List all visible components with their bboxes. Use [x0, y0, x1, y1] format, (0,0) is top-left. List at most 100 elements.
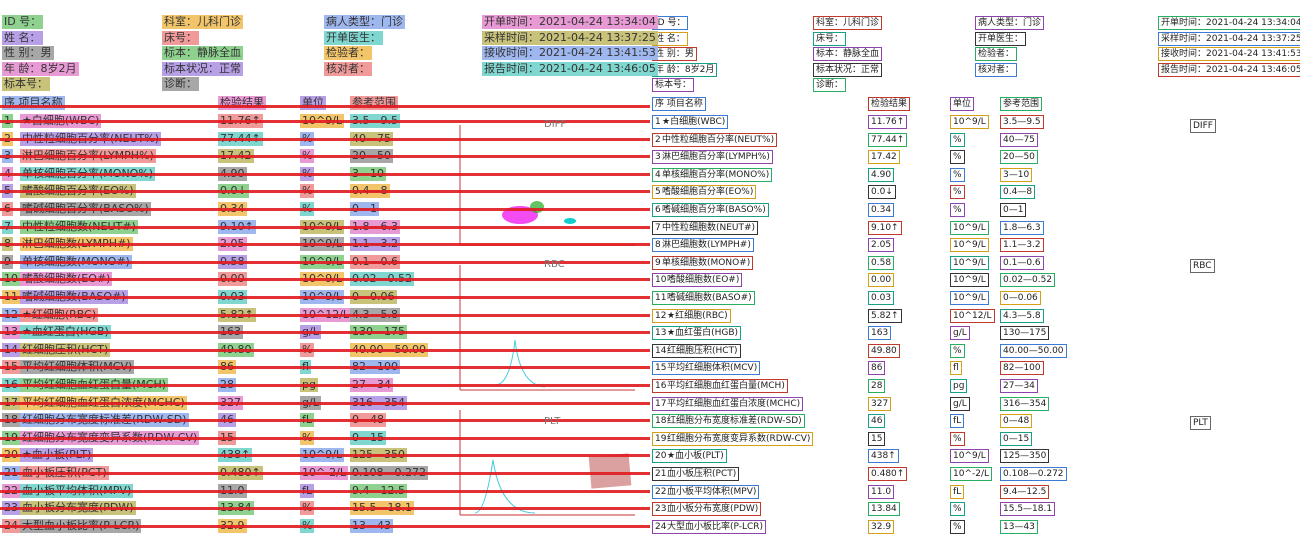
annotation-line: [0, 260, 650, 264]
ocr-unit: %: [950, 343, 965, 358]
ocr-row-number: 3: [652, 150, 661, 165]
annotation-line: [0, 524, 650, 528]
ocr-item-name: 嗜碱细胞数(BASO#): [665, 291, 755, 305]
ocr-range: 0.4—8: [1000, 185, 1036, 200]
ocr-column-header: 检验结果: [868, 97, 911, 111]
ocr-range: 316—354: [1000, 396, 1050, 411]
ocr-unit: g/L: [950, 396, 970, 411]
ocr-item-name: 淋巴细胞数(LYMPH#): [660, 238, 754, 253]
ocr-result: 77.44↑: [868, 132, 908, 147]
ocr-row-number: 21: [652, 467, 667, 481]
ocr-row-number: 20: [652, 449, 667, 464]
annotation-line: [0, 507, 650, 511]
header-field: 诊断：: [162, 77, 199, 91]
ocr-result: 0.03: [868, 291, 895, 305]
ocr-header-field: 核对者：: [975, 62, 1018, 77]
ocr-unit: %: [950, 132, 965, 147]
ocr-unit: %: [950, 502, 965, 517]
header-field: 开单时间：2021-04-24 13:34:04: [482, 15, 658, 29]
annotation-line: [0, 348, 650, 352]
ocr-column-header: 单位: [950, 97, 975, 111]
ocr-item-name: 单核细胞百分率(MONO%): [660, 167, 773, 182]
ocr-range: 0.02—0.52: [1000, 273, 1056, 288]
ocr-result: 11.0: [868, 484, 895, 499]
ocr-item-name: 红细胞压积(HCT): [665, 343, 741, 358]
annotation-line: [0, 172, 650, 176]
ocr-row-number: 15: [652, 361, 667, 376]
ocr-header-field: 诊断：: [813, 78, 847, 92]
header-field: 开单医生：: [324, 30, 383, 45]
ocr-unit: 10^9/L: [950, 255, 989, 270]
ocr-result: 163: [868, 326, 892, 341]
ocr-unit: fl: [950, 361, 962, 376]
annotation-line: [0, 105, 650, 108]
ocr-unit: %: [950, 203, 965, 217]
ocr-range: 0—0.06: [1000, 291, 1041, 305]
annotation-line: [0, 366, 650, 370]
ocr-range: 9.4—12.5: [1000, 484, 1050, 499]
ocr-row-number: 8: [652, 238, 661, 253]
ocr-column-header: 参考范围: [1000, 97, 1043, 111]
graph-label: DIFF: [544, 119, 567, 130]
ocr-range: 82—100: [1000, 361, 1044, 376]
ocr-range: 4.3—5.8: [1000, 308, 1044, 323]
ocr-range: 0.108—0.272: [1000, 467, 1067, 481]
annotation-line: [0, 384, 650, 387]
annotation-line: [0, 208, 650, 211]
ocr-row-number: 7: [652, 220, 661, 235]
ocr-range: 40—75: [1000, 132, 1038, 147]
ocr-unit: %: [950, 150, 965, 165]
ocr-range: 0—48: [1000, 414, 1033, 429]
ocr-graph-label: DIFF: [1190, 119, 1216, 133]
ocr-row-number: 22: [652, 484, 667, 499]
ocr-result: 438↑: [868, 449, 899, 464]
header-field: 科室：儿科门诊: [162, 15, 243, 29]
ocr-range: 27—34: [1000, 379, 1038, 393]
header-field: 核对者：: [324, 61, 372, 76]
ocr-result: 4.90: [868, 167, 895, 182]
ocr-unit: pg: [950, 379, 968, 393]
ocr-item-name: 平均红细胞血红蛋白浓度(MCHC): [665, 396, 804, 411]
ocr-result: 49.80: [868, 343, 900, 358]
annotation-line: [0, 296, 650, 299]
ocr-header-field: 接收时间：2021-04-24 13:41:53: [1158, 47, 1300, 61]
ocr-item-name: ★红细胞(RBC): [665, 308, 731, 323]
ocr-unit: 10^9/L: [950, 115, 989, 129]
annotation-line: [0, 155, 650, 159]
ocr-row-number: 5: [652, 185, 661, 200]
ocr-range: 3.5—9.5: [1000, 115, 1044, 129]
ocr-header-field: 床号：: [813, 31, 847, 46]
ocr-result: 17.42: [868, 150, 900, 165]
ocr-unit: 10^9/L: [950, 449, 989, 464]
ocr-result: 9.10↑: [868, 220, 902, 235]
header-field: 接收时间：2021-04-24 13:41:53: [482, 46, 658, 60]
ocr-item-name: 血小板压积(PCT): [665, 467, 740, 481]
ocr-result: 0.58: [868, 255, 895, 270]
header-field: 标本号：: [2, 77, 50, 91]
annotation-line: [0, 454, 650, 458]
annotation-line: [0, 472, 650, 475]
ocr-header-field: 开单医生：: [975, 31, 1027, 46]
ocr-header-field: 报告时间：2021-04-24 13:46:05: [1158, 62, 1300, 77]
ocr-range: 40.00—50.00: [1000, 343, 1067, 358]
ocr-graph-label: PLT: [1190, 416, 1211, 430]
ocr-row-number: 11: [652, 291, 667, 305]
ocr-row-number: 18: [652, 414, 667, 429]
ocr-unit: 10^9/L: [950, 291, 989, 305]
ocr-unit: %: [950, 431, 965, 446]
ocr-result: 327: [868, 396, 892, 411]
ocr-item-name: 嗜碱细胞百分率(BASO%): [660, 203, 769, 217]
graph-label: PLT: [544, 416, 561, 427]
header-field: 标本：静脉全血: [162, 46, 243, 60]
ocr-row-number: 12: [652, 308, 667, 323]
annotation-line: [0, 419, 650, 423]
header-field: 床号：: [162, 30, 199, 45]
annotation-line: [0, 331, 650, 335]
ocr-row-number: 1: [652, 115, 661, 129]
ocr-row-number: 2: [652, 132, 661, 147]
ocr-header-field: 科室：儿科门诊: [813, 16, 883, 30]
ocr-header-field: 性 别：男: [652, 47, 697, 61]
header-field: 检验者：: [324, 46, 372, 60]
ocr-item-name: ★血红蛋白(HGB): [665, 326, 742, 341]
header-field: 年 龄：8岁2月: [2, 61, 79, 76]
